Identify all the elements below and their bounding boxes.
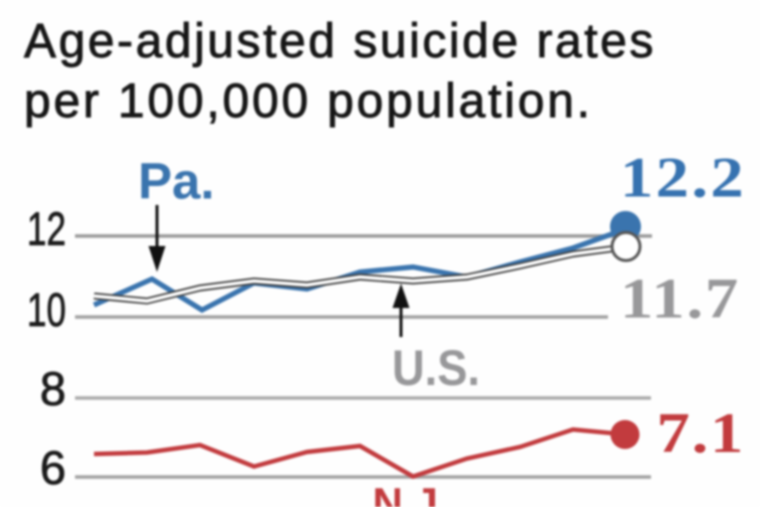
svg-text:12: 12 <box>27 202 66 255</box>
svg-text:8: 8 <box>40 362 66 415</box>
svg-text:Age-adjusted suicide rates: Age-adjusted suicide rates <box>24 15 656 68</box>
svg-text:Pa.: Pa. <box>138 153 215 210</box>
svg-text:7.1: 7.1 <box>657 402 746 464</box>
svg-text:U.S.: U.S. <box>392 340 480 396</box>
svg-text:per 100,000 population.: per 100,000 population. <box>24 75 593 128</box>
svg-text:N.J.: N.J. <box>373 479 450 507</box>
svg-text:12.2: 12.2 <box>620 147 746 209</box>
svg-text:10: 10 <box>27 283 66 336</box>
svg-text:11.7: 11.7 <box>620 268 740 330</box>
svg-text:6: 6 <box>40 441 66 494</box>
